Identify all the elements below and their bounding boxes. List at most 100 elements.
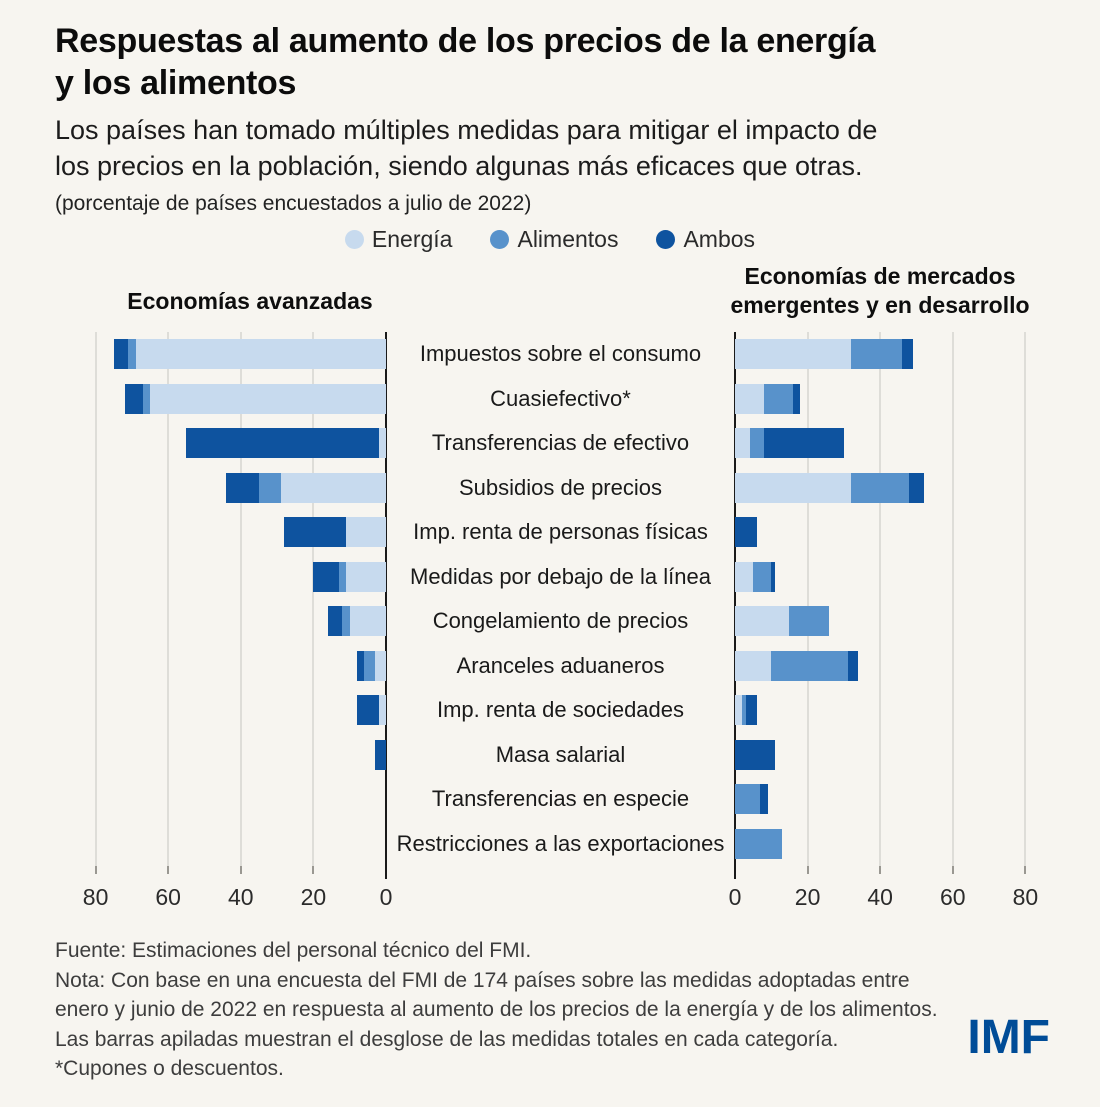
bar-segment-ambos xyxy=(901,339,913,370)
bar-segment-ambos xyxy=(735,739,775,770)
footer-asterisk-note: *Cupones o descuentos. xyxy=(55,1057,284,1080)
gridline xyxy=(94,332,97,866)
left-zero-axis-line xyxy=(385,332,387,866)
chart-subtitle-line1: Los países han tomado múltiples medidas … xyxy=(55,115,878,145)
axis-tick xyxy=(1024,866,1027,874)
bar-segment-ambos xyxy=(764,428,844,459)
bar-emerging-5 xyxy=(735,517,757,548)
category-label: Transferencias de efectivo xyxy=(431,430,690,456)
axis-tick-label: 40 xyxy=(228,884,254,910)
legend-label-alimentos: Alimentos xyxy=(517,226,619,252)
chart-legend: Energía Alimentos Ambos xyxy=(0,226,1100,253)
bar-segment-energia xyxy=(135,339,386,370)
bar-segment-energia xyxy=(735,339,852,370)
bar-emerging-11 xyxy=(735,784,768,815)
bar-segment-alimentos xyxy=(789,606,830,637)
bar-emerging-2 xyxy=(735,383,801,414)
bar-segment-ambos xyxy=(186,428,379,459)
panel-title-emerging-line2: emergentes y en desarrollo xyxy=(730,292,1030,318)
axis-tick xyxy=(879,866,882,874)
bar-segment-ambos xyxy=(284,517,347,548)
bar-segment-energia xyxy=(735,561,754,592)
legend-label-energia: Energía xyxy=(371,226,453,252)
axis-tick xyxy=(94,866,97,874)
unit-note: (porcentaje de países encuestados a juli… xyxy=(55,192,532,215)
legend-label-ambos: Ambos xyxy=(683,226,756,252)
bar-segment-alimentos xyxy=(771,650,848,681)
bar-segment-ambos xyxy=(226,472,259,503)
bar-emerging-12 xyxy=(735,828,783,859)
bar-segment-energia xyxy=(346,517,386,548)
bar-emerging-7 xyxy=(735,606,830,637)
footer-note-line1: Nota: Con base en una encuesta del FMI d… xyxy=(55,968,910,992)
bar-segment-ambos xyxy=(375,739,386,770)
bar-emerging-10 xyxy=(735,739,775,770)
axis-tick-label: 60 xyxy=(940,884,966,910)
bar-advanced-6 xyxy=(313,561,386,592)
bar-advanced-4 xyxy=(226,472,386,503)
footer-note-line3: Las barras apiladas muestran el desglose… xyxy=(55,1027,839,1051)
bar-segment-alimentos xyxy=(753,561,772,592)
footer-source-line: Fuente: Estimaciones del personal técnic… xyxy=(55,939,532,962)
legend-dot-alimentos-icon xyxy=(490,230,510,249)
axis-tick-label: 80 xyxy=(1012,884,1039,910)
category-label: Masa salarial xyxy=(495,741,626,767)
gridline xyxy=(1024,332,1027,866)
bar-advanced-9 xyxy=(356,695,386,726)
axis-tick-label: 0 xyxy=(728,884,742,910)
panel-title-emerging-line1: Economías de mercados xyxy=(744,263,1016,289)
page-title-line2: y los alimentos xyxy=(55,64,297,102)
bar-segment-alimentos xyxy=(142,383,151,414)
axis-tick-label: 20 xyxy=(794,884,821,910)
bar-segment-alimentos xyxy=(338,561,347,592)
bar-segment-energia xyxy=(735,383,765,414)
bar-segment-energia xyxy=(378,695,386,726)
bar-segment-ambos xyxy=(113,339,129,370)
axis-tick xyxy=(951,866,954,874)
gridline xyxy=(167,332,170,866)
legend-dot-energia-icon xyxy=(344,230,364,249)
bar-advanced-5 xyxy=(284,517,386,548)
bar-segment-ambos xyxy=(124,383,143,414)
axis-tick-label: 40 xyxy=(867,884,893,910)
category-label: Subsidios de precios xyxy=(458,474,662,500)
category-label: Restricciones a las exportaciones xyxy=(396,830,725,856)
bar-segment-energia xyxy=(375,650,386,681)
bar-segment-ambos xyxy=(745,695,757,726)
gridline xyxy=(806,332,809,866)
axis-tick xyxy=(806,866,809,874)
zero-tick xyxy=(734,866,736,879)
axis-tick-label: 80 xyxy=(82,884,109,910)
bar-segment-alimentos xyxy=(735,828,783,859)
bar-emerging-9 xyxy=(735,695,757,726)
bar-segment-alimentos xyxy=(364,650,376,681)
bar-emerging-3 xyxy=(735,428,844,459)
bar-segment-alimentos xyxy=(735,784,761,815)
bar-advanced-8 xyxy=(356,650,386,681)
bar-advanced-2 xyxy=(124,383,386,414)
bar-segment-ambos xyxy=(760,784,768,815)
panel-title-advanced-economies: Economías avanzadas xyxy=(127,288,373,314)
axis-tick xyxy=(312,866,315,874)
bar-segment-ambos xyxy=(735,517,757,548)
legend-item-alimentos: Alimentos xyxy=(490,226,618,253)
bar-segment-ambos xyxy=(909,472,924,503)
bar-segment-alimentos xyxy=(851,339,902,370)
imf-logo: IMF xyxy=(967,1011,1050,1064)
bar-segment-ambos xyxy=(847,650,859,681)
bar-emerging-4 xyxy=(735,472,924,503)
footer-note-line2: enero y junio de 2022 en respuesta al au… xyxy=(55,998,938,1021)
bar-segment-alimentos xyxy=(851,472,910,503)
bar-segment-ambos xyxy=(327,606,343,637)
legend-dot-ambos-icon xyxy=(656,230,676,249)
bar-segment-ambos xyxy=(313,561,339,592)
bar-segment-ambos xyxy=(356,650,365,681)
bar-emerging-8 xyxy=(735,650,859,681)
bar-segment-alimentos xyxy=(764,383,794,414)
bar-segment-energia xyxy=(735,428,750,459)
panel-title-emerging-economies: Economías de mercados emergentes y en de… xyxy=(730,262,1030,320)
gridline xyxy=(879,332,882,866)
bar-segment-energia xyxy=(735,650,772,681)
